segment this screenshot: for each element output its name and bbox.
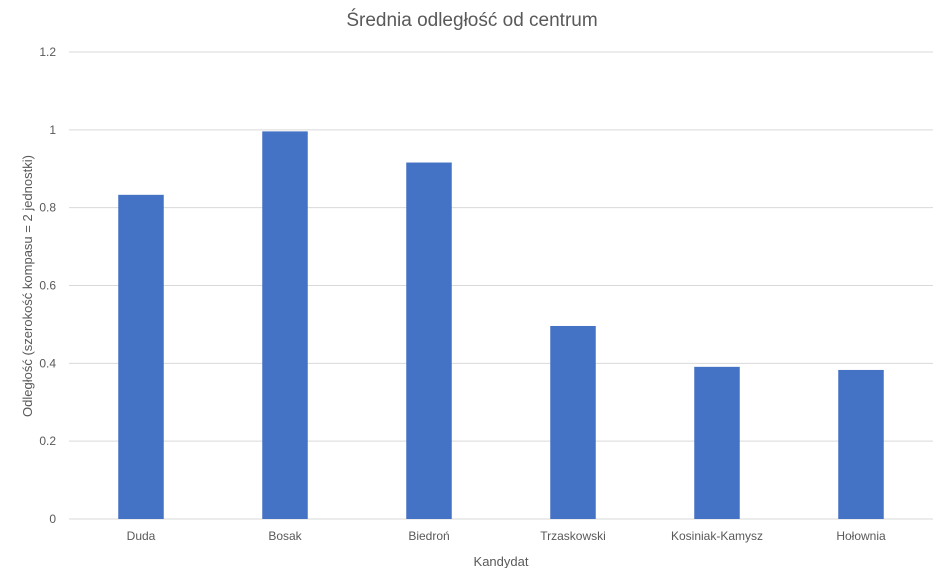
x-tick-label: Duda — [127, 529, 156, 543]
x-tick-label: Trzaskowski — [540, 529, 606, 543]
x-tick-label: Biedroń — [408, 529, 449, 543]
y-tick-label: 0.8 — [39, 201, 56, 215]
x-tick-label: Bosak — [268, 529, 302, 543]
y-axis-title: Odległość (szerokość kompasu = 2 jednost… — [20, 155, 35, 417]
x-tick-label: Kosiniak-Kamysz — [671, 529, 763, 543]
bar-biedro- — [406, 162, 452, 520]
y-tick-label: 1.2 — [39, 45, 56, 59]
bar-ho-ownia — [838, 369, 884, 519]
y-tick-label: 0 — [49, 512, 56, 526]
y-tick-label: 0.2 — [39, 434, 56, 448]
y-tick-label: 0.4 — [39, 356, 56, 370]
bar-kosiniak-kamysz — [694, 366, 740, 519]
x-tick-label: Hołownia — [836, 529, 886, 543]
chart-title: Średnia odległość od centrum — [346, 9, 597, 31]
x-axis-title: Kandydat — [474, 554, 529, 568]
gridlines — [69, 51, 933, 520]
bars — [118, 131, 884, 520]
bar-duda — [118, 194, 164, 520]
y-tick-label: 1 — [49, 123, 56, 137]
y-tick-label: 0.6 — [39, 279, 56, 293]
bar-trzaskowski — [550, 325, 596, 519]
y-axis-tick-labels: 0 0.2 0.4 0.6 0.8 1 1.2 — [39, 45, 56, 526]
bar-bosak — [262, 131, 308, 519]
x-axis-tick-labels: Duda Bosak Biedroń Trzaskowski Kosiniak-Kamy… — [127, 529, 886, 543]
